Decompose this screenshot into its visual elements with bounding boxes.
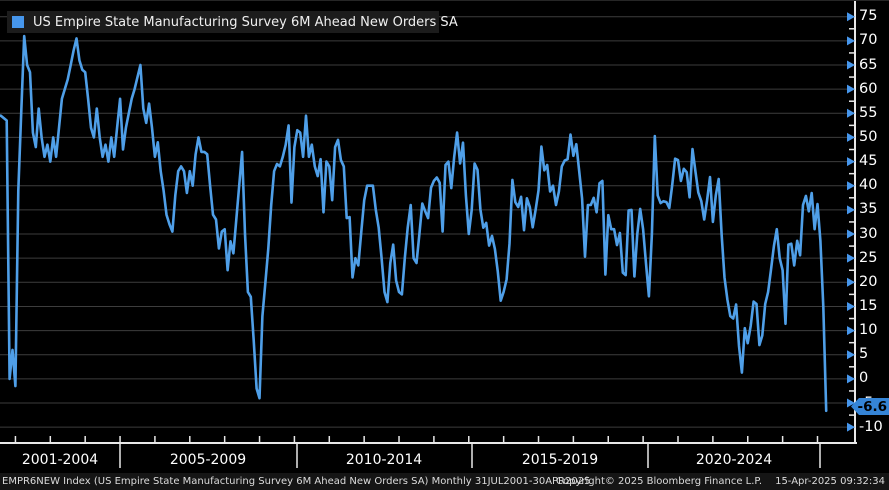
y-tick-label: 45	[859, 153, 878, 170]
y-tick-label: 70	[859, 32, 878, 49]
y-tick-label: 25	[859, 249, 878, 266]
y-tick-label: 0	[859, 370, 869, 387]
footer-bar: EMPR6NEW Index (US Empire State Manufact…	[0, 473, 889, 490]
x-period-label: 2001-2004	[21, 452, 99, 468]
y-tick-label: 15	[859, 297, 878, 314]
y-tick-label: 65	[859, 56, 878, 73]
y-tick-label: 60	[859, 80, 878, 97]
y-tick-label: 20	[859, 273, 878, 290]
series-line	[0, 34, 828, 413]
x-period-label: 2020-2024	[695, 452, 773, 468]
legend-label: US Empire State Manufacturing Survey 6M …	[33, 14, 458, 30]
chart-plot-area[interactable]	[0, 1, 889, 473]
footer-copyright: Copyright© 2025 Bloomberg Finance L.P.	[556, 476, 763, 487]
last-value-tag: -6.6	[851, 398, 889, 415]
footer-ticker-description: EMPR6NEW Index (US Empire State Manufact…	[2, 476, 591, 487]
horizontal-gridlines	[0, 16, 855, 428]
y-tick-label: -10	[859, 418, 883, 435]
x-axis	[0, 436, 857, 468]
y-tick-label: 30	[859, 225, 878, 242]
footer-timestamp: 15-Apr-2025 09:32:34	[775, 476, 885, 487]
x-period-label: 2010-2014	[345, 452, 423, 468]
y-tick-label: 55	[859, 104, 878, 121]
y-tick-label: 75	[859, 8, 878, 25]
y-tick-label: 35	[859, 201, 878, 218]
chart-legend[interactable]: US Empire State Manufacturing Survey 6M …	[7, 11, 458, 33]
y-axis	[847, 1, 856, 444]
y-tick-label: 5	[859, 346, 869, 363]
x-period-label: 2015-2019	[521, 452, 599, 468]
y-tick-label: 50	[859, 128, 878, 145]
y-tick-label: 10	[859, 322, 878, 339]
x-period-label: 2005-2009	[169, 452, 247, 468]
legend-swatch-icon	[12, 16, 24, 28]
y-tick-label: 40	[859, 177, 878, 194]
